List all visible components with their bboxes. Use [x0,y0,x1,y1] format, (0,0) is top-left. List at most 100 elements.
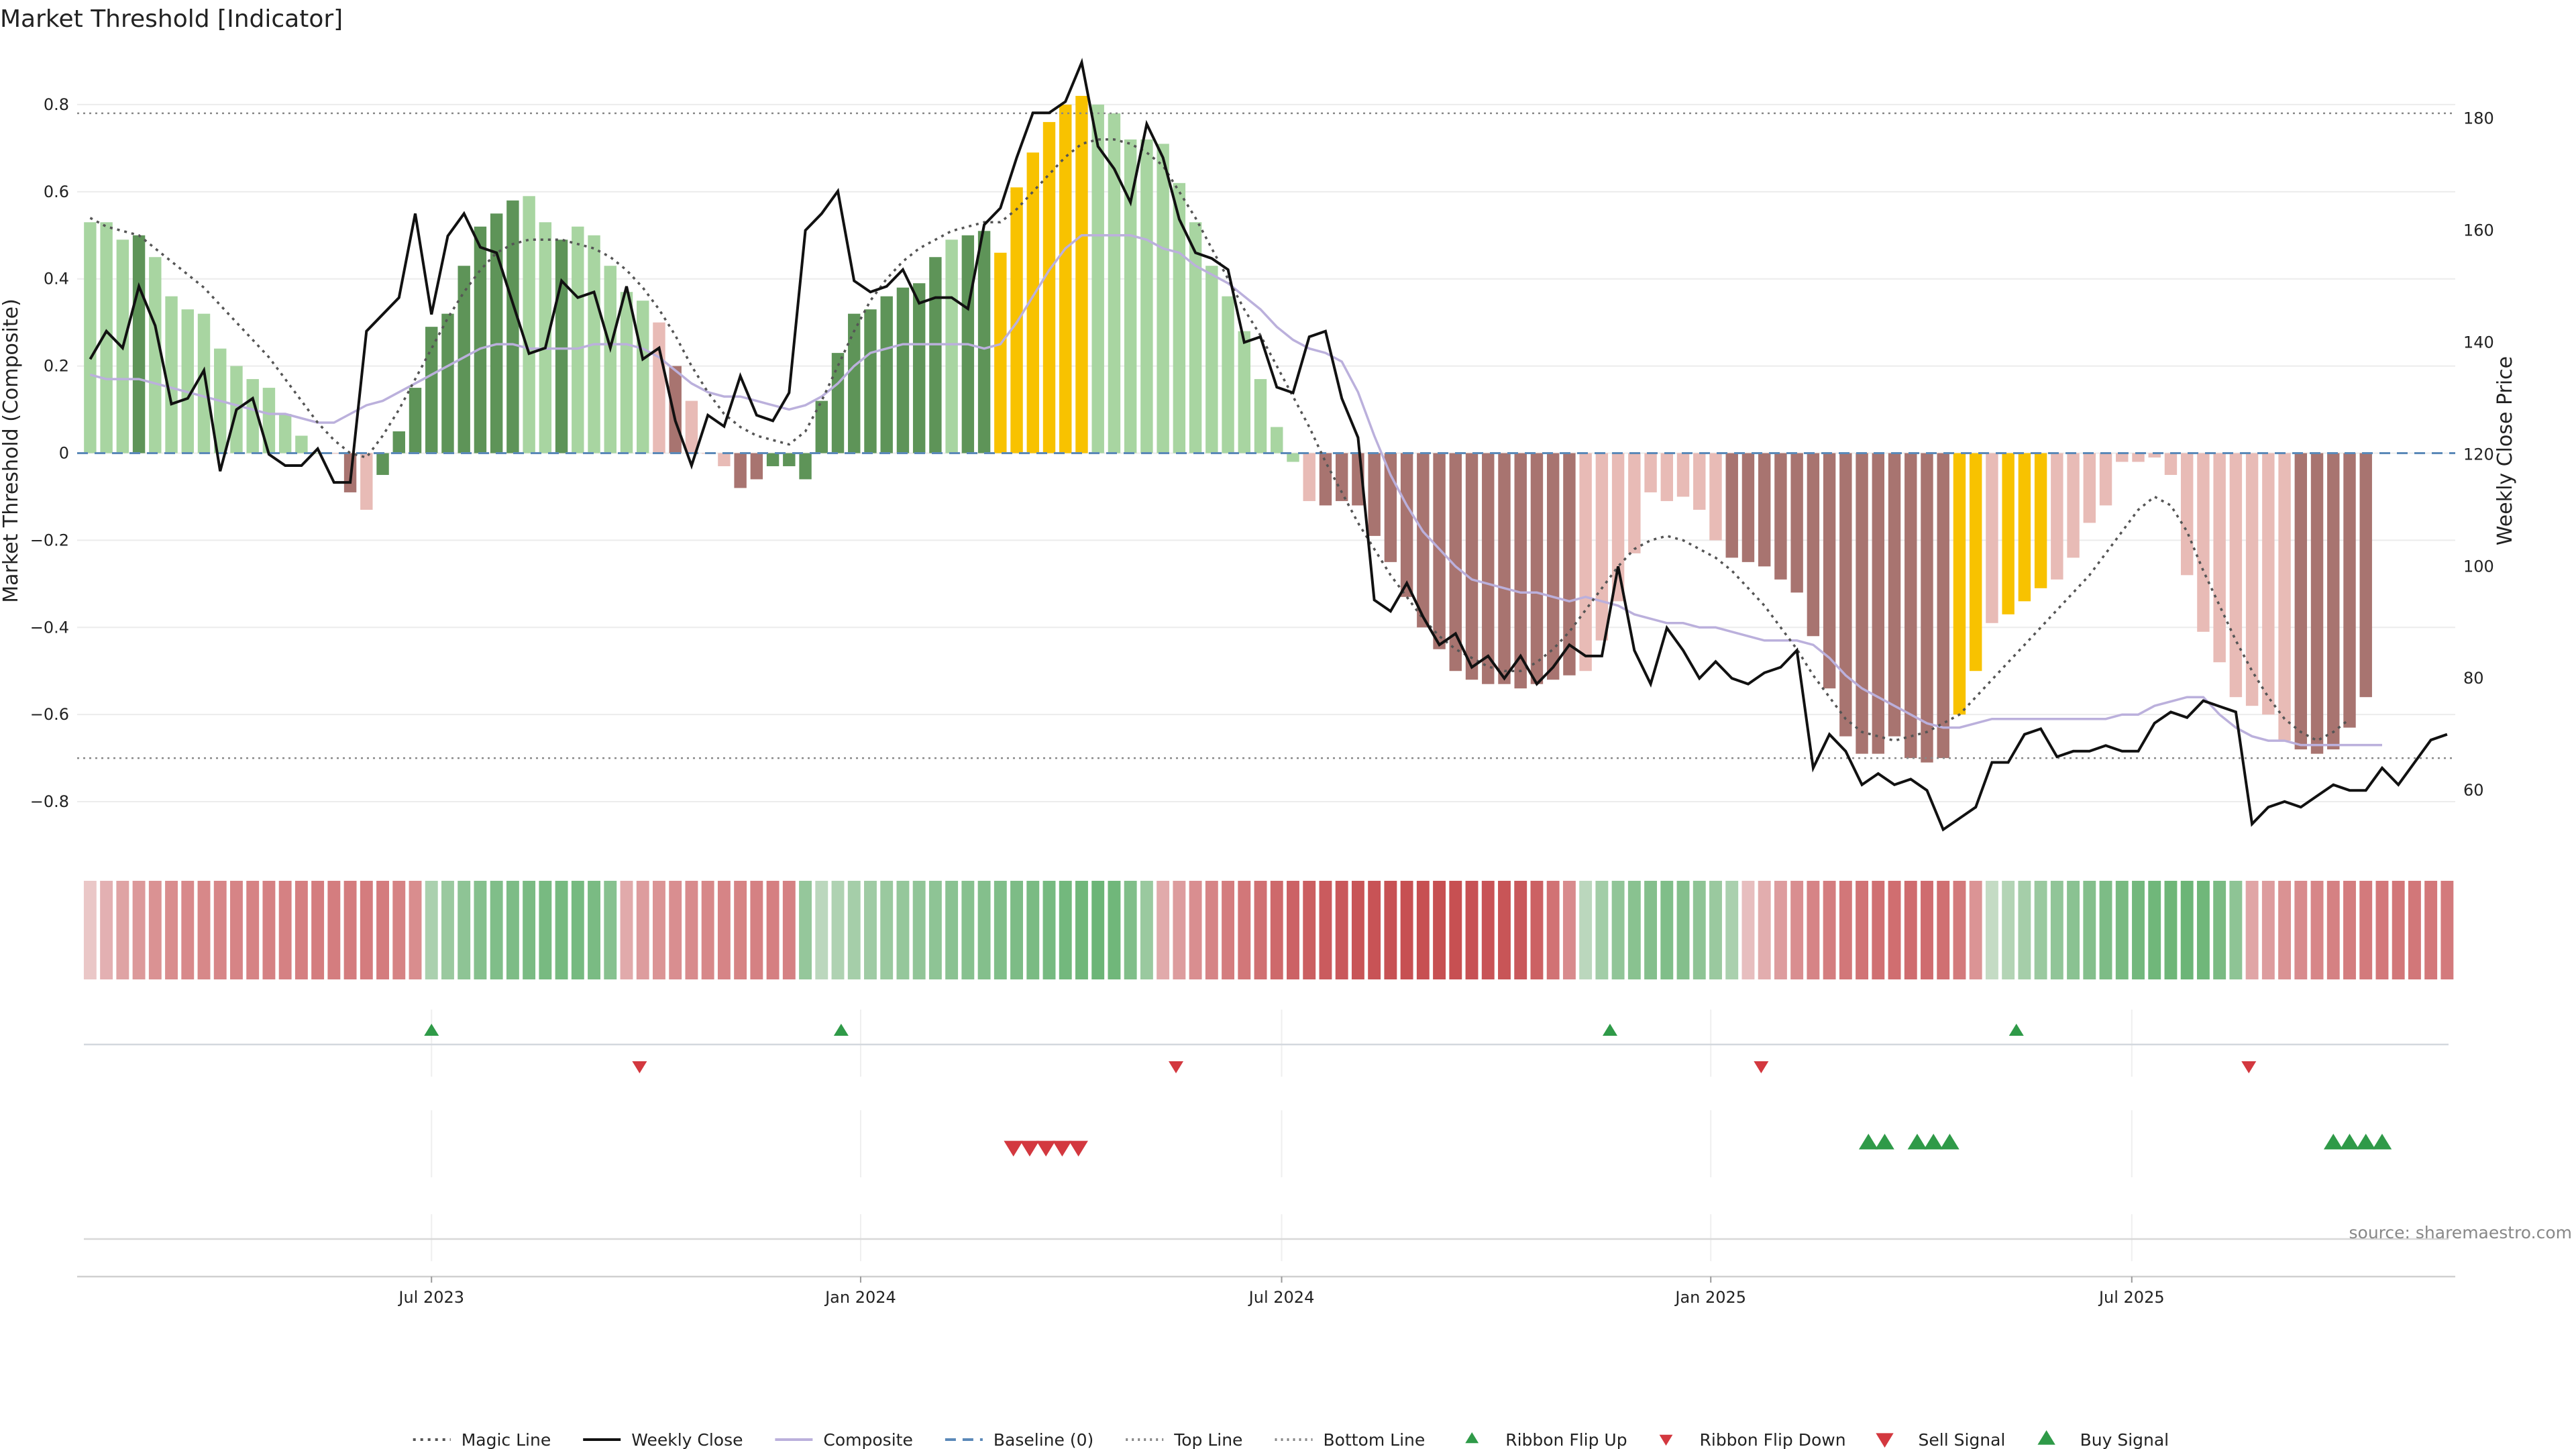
legend-label: Sell Signal [1919,1430,2006,1449]
composite-bar [1709,453,1722,541]
y2-tick-label: 180 [2463,109,2494,128]
composite-bar [1303,453,1316,501]
legend-item-flip-down: Ribbon Flip Down [1659,1430,1846,1449]
ribbon-cell [246,881,260,979]
composite-bar [637,301,649,453]
ribbon-cell [2229,881,2243,979]
legend-item-magic: Magic Line [413,1430,551,1449]
composite-bar [1774,453,1787,580]
ribbon-cell [1953,881,1966,979]
ribbon-cell [1189,881,1202,979]
ribbon-cell [831,881,845,979]
y-tick-label: 0.6 [44,182,69,201]
composite-bar [1157,144,1169,453]
ribbon-cell [425,881,438,979]
composite-bar [506,200,519,453]
ribbon-cell [1693,881,1706,979]
composite-bar [360,453,373,510]
composite-bar [441,313,454,453]
ribbon-cell [1595,881,1609,979]
ribbon-cell [2018,881,2031,979]
ribbon-cell [2180,881,2194,979]
ribbon-cell [2245,881,2259,979]
x-tick-label: Jul 2025 [2098,1288,2165,1307]
ribbon-cell [1872,881,1885,979]
triangle-up-icon [1465,1432,1479,1444]
ribbon-cell [2196,881,2210,979]
triangle-up-icon [2037,1430,2055,1445]
ribbon-cell [961,881,975,979]
ribbon-cell [1433,881,1446,979]
ribbon-cell [1108,881,1121,979]
legend-label: Weekly Close [631,1430,743,1449]
y2-tick-label: 60 [2463,781,2484,800]
composite-bar [1205,266,1218,453]
ribbon-cell [1530,881,1544,979]
ribbon-cell [1042,881,1056,979]
ribbon-cell [1351,881,1364,979]
ribbon-cell [262,881,276,979]
y-tick-label: 0.8 [44,95,69,114]
ribbon-cell [1449,881,1462,979]
composite-bar [2116,453,2129,462]
ribbon-cell [230,881,243,979]
composite-bar [912,283,926,453]
composite-bar [1026,152,1039,453]
ribbon-flip-up-marker [833,1024,849,1036]
y-tick-label: 0.4 [44,270,69,288]
ribbon-cell [750,881,763,979]
ribbon-cell [1676,881,1690,979]
composite-bar [2245,453,2259,706]
buy-signal-marker [1923,1134,1943,1150]
composite-bar [1287,453,1299,462]
y-axis-label: Market Threshold (Composite) [0,299,23,603]
composite-bar [149,257,162,453]
composite-bar [2262,453,2275,715]
ribbon-cell [1660,881,1674,979]
ribbon-cell [912,881,926,979]
composite-bar [1319,453,1332,506]
sell-signal-marker [1036,1140,1056,1157]
composite-bar [1059,104,1072,453]
ribbon-cell [1514,881,1527,979]
composite-bar [669,366,682,453]
ribbon-cell [1287,881,1299,979]
composite-bar [2083,453,2096,523]
ribbon-cell [1238,881,1251,979]
ribbon-cell [1091,881,1105,979]
chart-title: Market Threshold [Indicator] [0,5,343,33]
composite-bar [848,313,861,453]
composite-bar [2164,453,2178,475]
ribbon-cell [213,881,227,979]
ribbon-cell [1758,881,1771,979]
ribbon-cell [392,881,406,979]
ribbon-cell [2261,881,2275,979]
ribbon-cell [441,881,454,979]
ribbon-cell [1807,881,1820,979]
ribbon-cell [1157,881,1170,979]
composite-bar [1888,453,1901,737]
triangle-down-icon [1876,1433,1894,1448]
legend-label: Ribbon Flip Up [1505,1430,1627,1449]
triangle-down-icon [1659,1434,1673,1446]
composite-bar [1449,453,1462,672]
composite-bar [1644,453,1657,492]
legend-item-composite: Composite [775,1430,913,1449]
legend-item-buy: Buy Signal [2037,1430,2169,1449]
composite-bar [1384,453,1397,562]
composite-bar [1222,296,1234,453]
ribbon-cell [506,881,519,979]
composite-bar [1514,453,1527,689]
sell-signal-marker [1004,1140,1024,1157]
composite-bar [880,296,893,453]
composite-bar [2148,453,2161,458]
composite-bar [181,309,194,453]
ribbon-cell [278,881,292,979]
composite-bar [1173,182,1186,453]
ribbon-cell [815,881,828,979]
ribbon-cell [1335,881,1348,979]
ribbon-cell [83,881,97,979]
ribbon-cell [1741,881,1755,979]
composite-bar [1921,453,1933,763]
